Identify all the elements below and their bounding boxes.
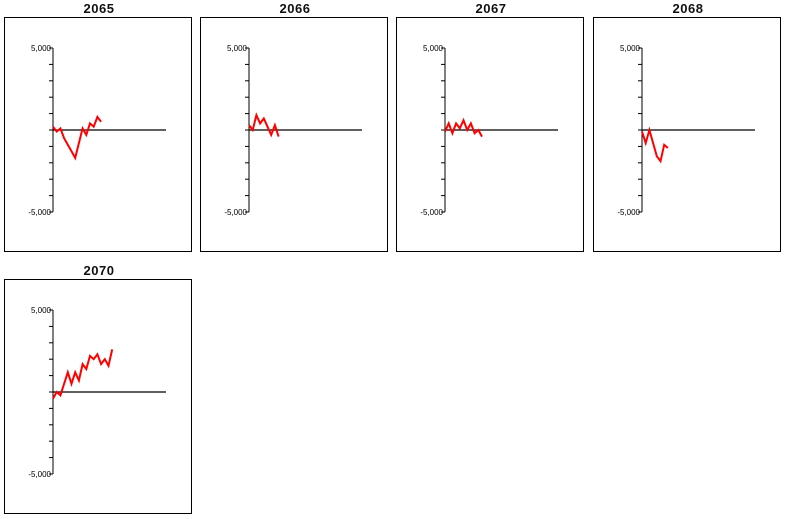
series-line [248,112,280,138]
chart-panel-2: 5,000 -5,000 [396,17,584,252]
y-tick-label: -5,000 [28,208,51,217]
series-line [641,126,669,164]
panel-title-3: 2068 [672,1,704,16]
chart-svg-3: 5,000 -5,000 [617,44,755,217]
series-line [52,349,114,400]
y-tick-label: -5,000 [28,470,51,479]
chart-panel-0: 5,000 -5,000 [4,17,192,252]
chart-panel-4: 5,000 -5,000 [4,279,192,514]
chart-svg-0: 5,000 -5,000 [28,44,166,217]
panel-title-2: 2067 [475,1,507,16]
y-tick-label: 5,000 [31,306,52,315]
y-tick-label: 5,000 [31,44,52,53]
chart-svg-2: 5,000 -5,000 [420,44,558,217]
chart-svg-1: 5,000 -5,000 [224,44,362,217]
y-tick-label: 5,000 [620,44,641,53]
panel-title-0: 2065 [83,1,115,16]
y-tick-label: -5,000 [224,208,247,217]
y-tick-label: 5,000 [423,44,444,53]
panel-title-1: 2066 [279,1,311,16]
y-tick-label: -5,000 [617,208,640,217]
panel-title-4: 2070 [83,263,115,278]
chart-panel-1: 5,000 -5,000 [200,17,388,252]
y-tick-label: 5,000 [227,44,248,53]
chart-svg-4: 5,000 -5,000 [28,306,166,479]
series-line [444,117,483,138]
series-line [52,114,102,161]
chart-panel-3: 5,000 -5,000 [593,17,781,252]
y-tick-label: -5,000 [420,208,443,217]
